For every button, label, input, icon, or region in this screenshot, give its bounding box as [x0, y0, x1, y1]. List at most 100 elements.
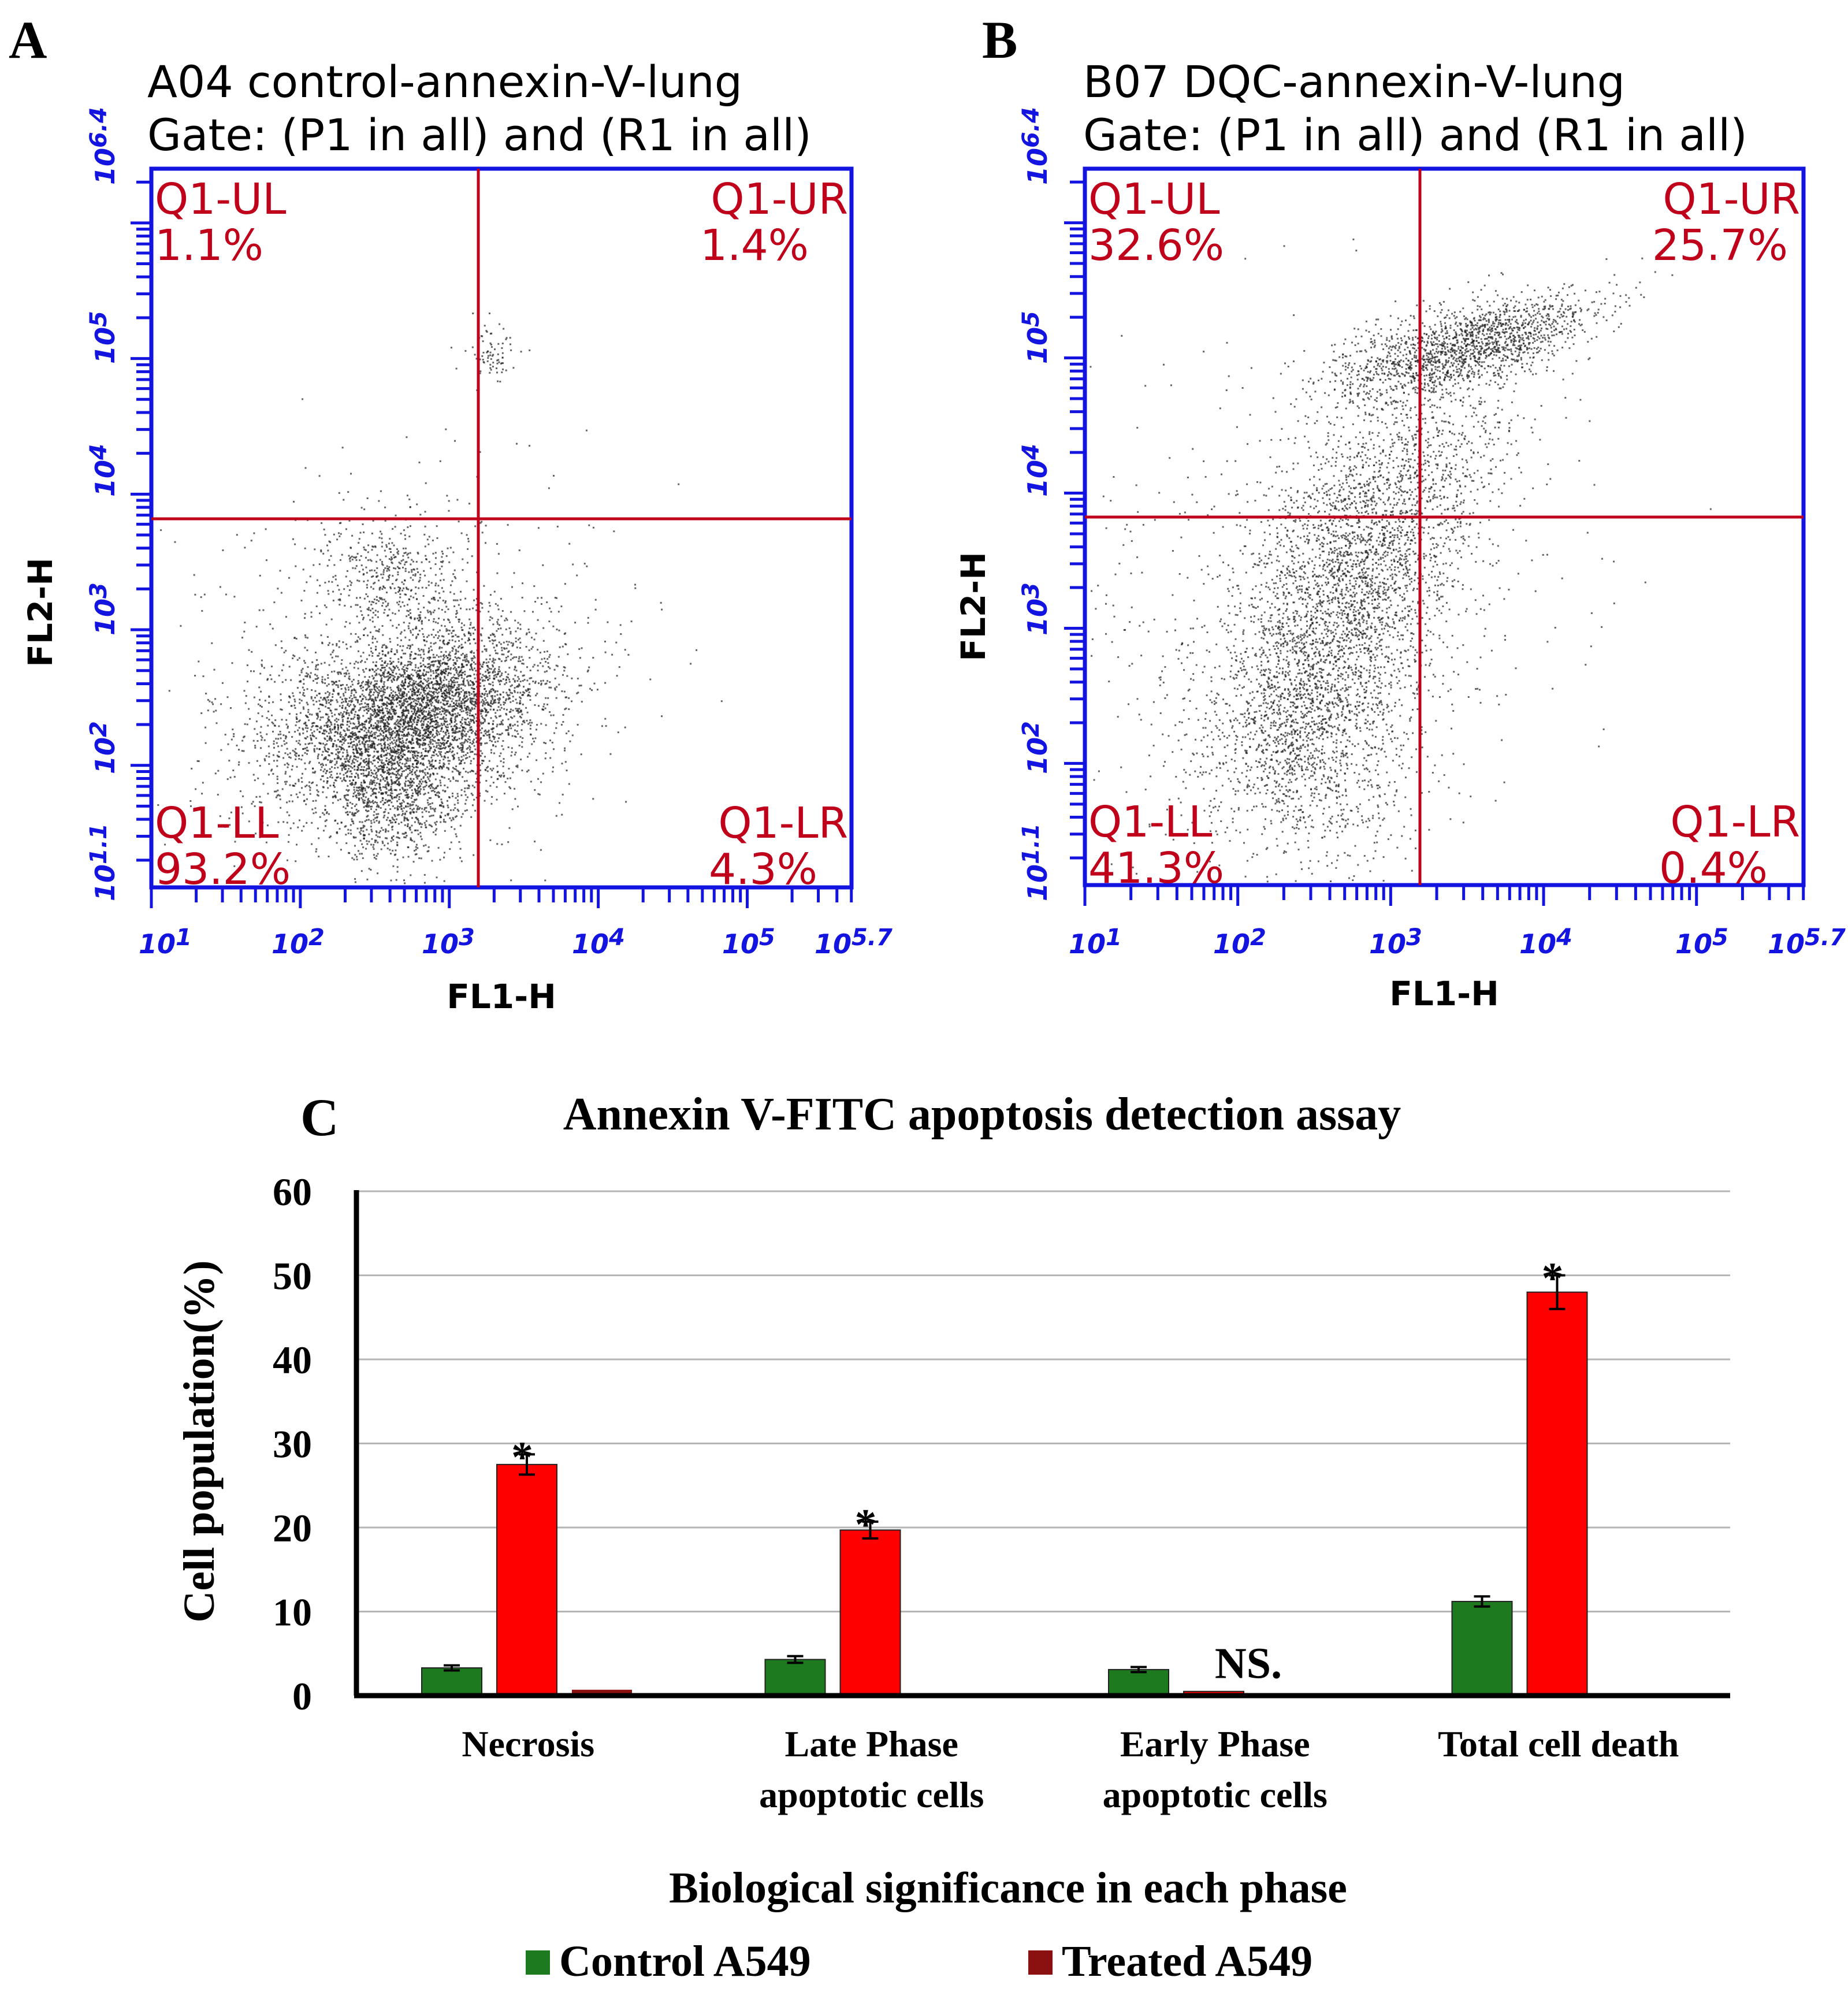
event-dot [505, 698, 507, 700]
event-dot [433, 705, 436, 707]
event-dot [357, 636, 359, 638]
event-dot [413, 693, 415, 696]
event-dot [496, 733, 499, 735]
event-dot [328, 701, 330, 704]
event-dot [406, 667, 408, 669]
event-dot [415, 727, 417, 730]
event-dot [345, 689, 347, 691]
event-dot [397, 687, 400, 689]
event-dot [327, 748, 329, 750]
event-dot [452, 728, 454, 730]
event-dot [317, 664, 319, 666]
event-dot [502, 748, 504, 750]
event-dot [485, 715, 487, 717]
event-dot [324, 678, 326, 681]
event-dot [470, 698, 472, 700]
event-dot [518, 683, 520, 686]
event-dot [370, 651, 373, 653]
event-dot [399, 789, 401, 791]
event-dot [411, 739, 413, 741]
event-dot [389, 727, 391, 729]
event-dot [372, 800, 374, 802]
event-dot [429, 739, 432, 741]
event-dot [485, 675, 487, 677]
event-dot [430, 645, 432, 648]
event-dot [406, 701, 408, 703]
event-dot [374, 734, 376, 735]
event-dot [330, 681, 333, 683]
event-dot [390, 822, 392, 824]
event-dot [449, 678, 452, 681]
event-dot [529, 699, 531, 701]
event-dot [464, 739, 467, 741]
event-dot [458, 683, 460, 686]
event-dot [505, 676, 508, 678]
event-dot [431, 696, 433, 698]
event-dot [413, 689, 415, 692]
event-dot [416, 691, 418, 693]
event-dot [414, 707, 416, 709]
event-dot [415, 687, 418, 689]
event-dot [397, 723, 399, 725]
event-dot [304, 636, 307, 638]
event-dot [362, 669, 365, 671]
event-dot [343, 795, 345, 797]
event-dot [358, 674, 360, 676]
event-dot [288, 713, 291, 715]
event-dot [392, 666, 395, 667]
event-dot [438, 760, 441, 761]
event-dot [325, 750, 326, 752]
event-dot [489, 616, 492, 618]
event-dot [451, 729, 453, 731]
event-dot [431, 802, 433, 804]
event-dot [307, 749, 309, 752]
event-dot [443, 731, 444, 733]
event-dot [489, 739, 491, 742]
event-dot [396, 686, 399, 689]
event-dot [493, 669, 495, 671]
event-dot [455, 835, 458, 838]
event-dot [422, 701, 424, 704]
event-dot [490, 749, 492, 751]
event-dot [521, 713, 523, 716]
event-dot [308, 762, 310, 764]
event-dot [407, 676, 408, 678]
event-dot [490, 752, 492, 754]
event-dot [426, 706, 428, 708]
event-dot [276, 778, 278, 781]
event-dot [417, 715, 419, 718]
event-dot [447, 813, 449, 815]
event-dot [365, 708, 367, 711]
event-dot [458, 770, 460, 772]
event-dot [398, 676, 400, 678]
event-dot [514, 666, 516, 668]
event-dot [311, 726, 313, 728]
event-dot [417, 617, 419, 619]
event-dot [466, 692, 468, 694]
event-dot [384, 808, 386, 811]
event-dot [329, 771, 331, 774]
event-dot [420, 703, 422, 705]
event-dot [318, 731, 321, 733]
event-dot [391, 781, 393, 783]
event-dot [385, 675, 388, 678]
event-dot [363, 730, 366, 732]
event-dot [370, 843, 372, 846]
event-dot [403, 692, 406, 694]
event-dot [485, 709, 487, 712]
event-dot [405, 777, 407, 779]
event-dot [429, 785, 430, 787]
event-dot [357, 667, 359, 670]
event-dot [397, 837, 399, 839]
event-dot [365, 809, 367, 812]
event-dot [443, 708, 445, 710]
event-dot [418, 742, 421, 745]
event-dot [447, 692, 449, 694]
event-dot [499, 775, 501, 776]
event-dot [454, 718, 456, 720]
event-dot [415, 703, 417, 704]
event-dot [455, 649, 457, 651]
event-dot [432, 743, 434, 745]
event-dot [463, 683, 465, 685]
event-dot [350, 700, 352, 702]
